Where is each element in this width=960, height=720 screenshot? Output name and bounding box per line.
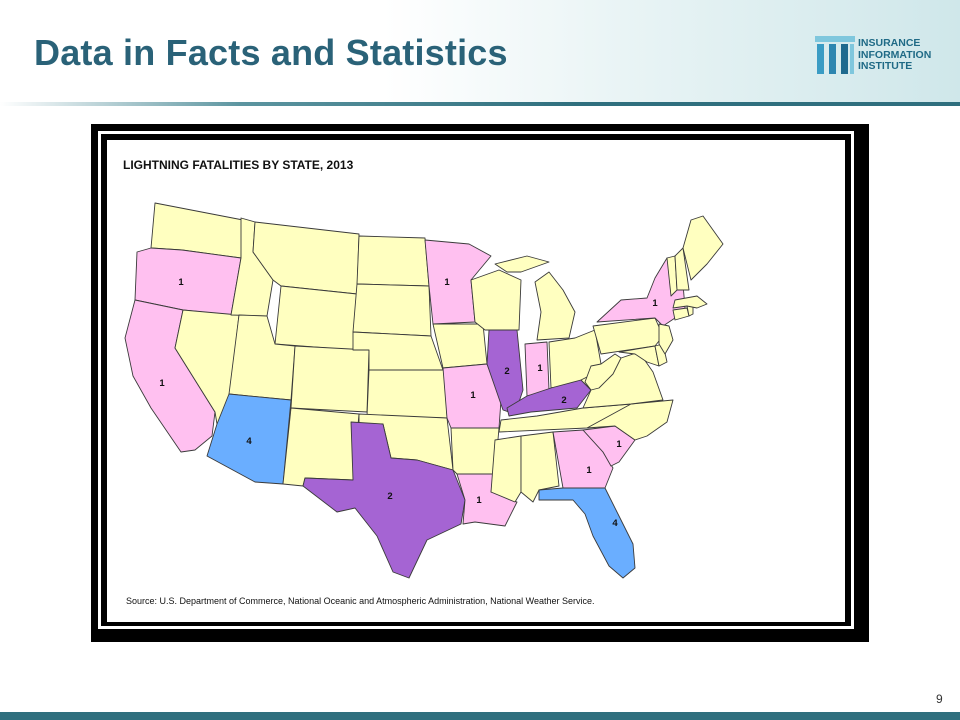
state-kansas <box>366 369 448 419</box>
us-map: 1 1 4 2 1 1 1 2 1 2 1 1 4 1 <box>124 202 724 579</box>
state-mississippi <box>490 435 522 503</box>
iii-logo-icon <box>815 36 855 74</box>
state-michigan <box>534 271 576 341</box>
label-indiana: 1 <box>537 363 543 374</box>
label-missouri: 1 <box>470 390 476 401</box>
state-new-hampshire <box>674 247 690 291</box>
state-texas <box>302 421 466 579</box>
label-minnesota: 1 <box>444 277 450 288</box>
state-florida <box>538 487 636 579</box>
label-illinois: 2 <box>504 366 509 377</box>
state-maryland <box>618 345 660 367</box>
state-iowa <box>432 323 488 369</box>
page-number: 9 <box>936 692 943 706</box>
label-arizona: 4 <box>246 436 252 447</box>
header-divider <box>0 102 960 106</box>
label-california: 1 <box>159 378 165 389</box>
state-new-mexico <box>282 407 360 487</box>
state-arkansas <box>450 427 500 475</box>
state-massachusetts <box>672 295 708 309</box>
state-connecticut <box>672 307 690 321</box>
label-new-york: 1 <box>652 298 658 309</box>
map-source-note: Source: U.S. Department of Commerce, Nat… <box>126 596 595 606</box>
slide-title: Data in Facts and Statistics <box>34 32 508 73</box>
map-title: LIGHTNING FATALITIES BY STATE, 2013 <box>123 158 354 172</box>
state-colorado <box>290 345 370 413</box>
label-florida: 4 <box>612 518 618 529</box>
state-south-dakota <box>352 283 432 337</box>
state-new-jersey <box>658 323 674 355</box>
footer-bar <box>0 712 960 720</box>
label-georgia: 1 <box>586 465 592 476</box>
label-oregon: 1 <box>178 277 184 288</box>
state-maine <box>682 215 724 281</box>
state-arizona <box>206 393 292 485</box>
iii-logo: INSURANCE INFORMATION INSTITUTE <box>815 36 947 74</box>
label-south-carolina: 1 <box>616 439 622 450</box>
state-michigan-upper <box>494 255 550 273</box>
map-panel: 1 1 4 2 1 1 1 2 1 2 1 1 4 1 LIGHTNING FA… <box>107 140 845 622</box>
slide-header <box>0 0 960 104</box>
label-texas: 2 <box>387 491 392 502</box>
state-wyoming <box>274 285 358 351</box>
label-louisiana: 1 <box>476 495 482 506</box>
label-kentucky: 2 <box>561 395 566 406</box>
state-west-virginia <box>584 353 622 391</box>
iii-logo-wordmark: INSURANCE INFORMATION INSTITUTE <box>858 37 932 72</box>
state-wisconsin <box>470 269 522 331</box>
map-frame-ring <box>98 131 854 629</box>
state-north-dakota <box>356 235 430 287</box>
